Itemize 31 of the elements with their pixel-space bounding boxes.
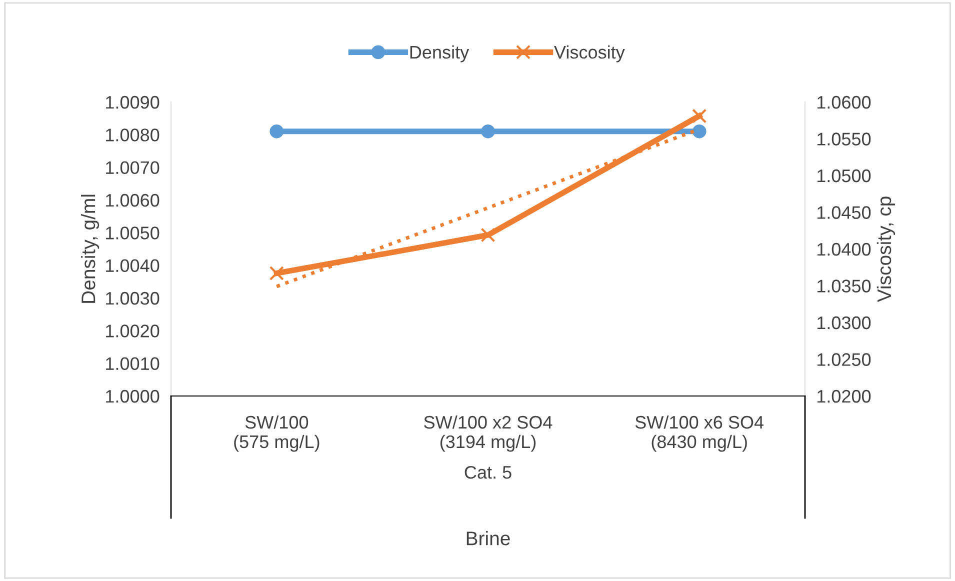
y-tick-label: 1.0050 bbox=[106, 226, 160, 240]
point bbox=[480, 228, 496, 242]
y-tick-label: 1.0060 bbox=[106, 194, 160, 207]
point bbox=[692, 108, 707, 124]
text: Cat. 5 bbox=[464, 466, 512, 479]
y-tick-label: 1.0080 bbox=[106, 128, 160, 142]
x-tick-label: SW/100 x2 SO4 (3194 mg/L) bbox=[424, 415, 552, 452]
x-axis-title: Brine bbox=[466, 530, 510, 546]
legend-label: Density bbox=[410, 45, 470, 62]
legend-label: Viscosity bbox=[554, 45, 625, 62]
y2-tick-label: 1.0300 bbox=[817, 316, 871, 330]
y2-tick-label: 1.0600 bbox=[817, 96, 871, 109]
y2-tick-label: 1.0250 bbox=[817, 353, 871, 366]
point bbox=[269, 266, 284, 281]
y2-axis-title: Viscosity, cp bbox=[876, 196, 896, 302]
y2-tick-label: 1.0400 bbox=[817, 242, 871, 256]
y-axis-title: Density, g/ml bbox=[80, 194, 100, 303]
y-tick-label: 1.0070 bbox=[106, 161, 160, 174]
y-tick-label: 1.0010 bbox=[106, 357, 160, 370]
y-tick-label: 1.0030 bbox=[106, 292, 160, 305]
x-tick-label: SW/100 (575 mg/L) bbox=[234, 415, 320, 452]
y-tick-label: 1.0090 bbox=[106, 96, 160, 109]
y2-tick-label: 1.0450 bbox=[817, 206, 871, 219]
y2-tick-label: 1.0200 bbox=[817, 390, 871, 403]
y2-tick-label: 1.0550 bbox=[817, 132, 871, 146]
y2-tick-label: 1.0500 bbox=[817, 169, 871, 182]
x-tick-label: SW/100 x6 SO4 (8430 mg/L) bbox=[635, 415, 764, 452]
y-tick-label: 1.0020 bbox=[106, 324, 160, 338]
y-tick-label: 1.0040 bbox=[106, 259, 160, 272]
y-tick-label: 1.0000 bbox=[106, 390, 160, 403]
y2-tick-label: 1.0350 bbox=[817, 280, 871, 292]
